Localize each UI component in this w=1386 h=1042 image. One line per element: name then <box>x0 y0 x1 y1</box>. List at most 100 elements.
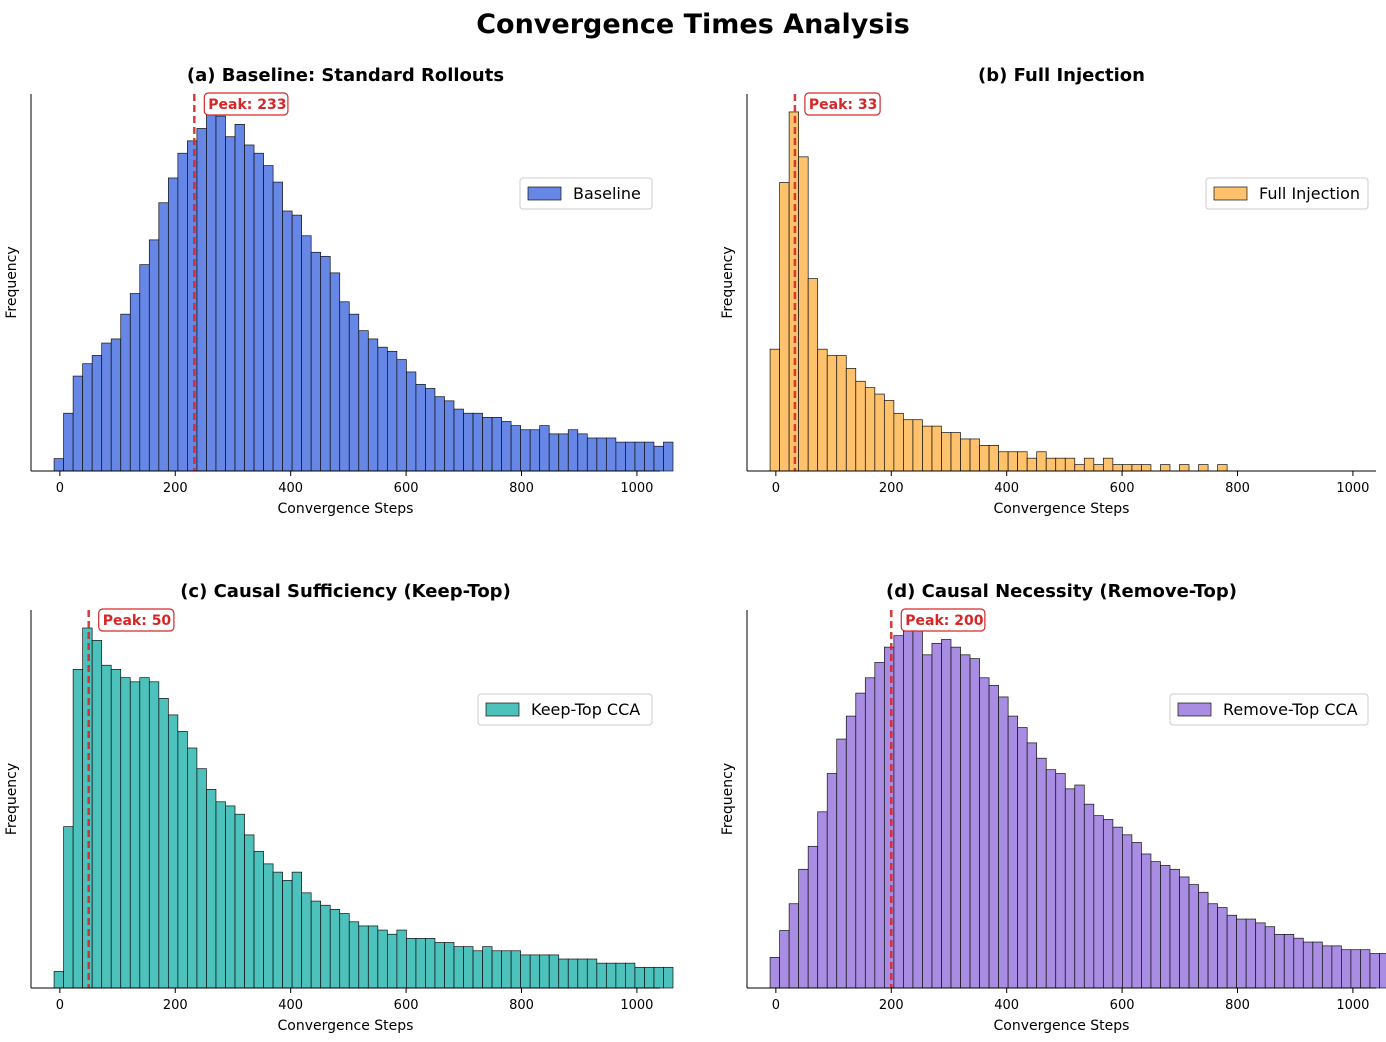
histogram-bar <box>577 958 588 989</box>
histogram-bar <box>510 425 521 472</box>
histogram-bar <box>396 929 407 989</box>
peak-annotation: Peak: 233 <box>208 97 286 113</box>
histogram-bar <box>491 417 502 472</box>
histogram-bar <box>634 966 645 989</box>
histogram-bar <box>434 942 445 989</box>
histogram-bar <box>1064 788 1076 989</box>
histogram-bar <box>931 425 942 472</box>
histogram-bar <box>425 388 436 472</box>
x-tick-label: 800 <box>509 998 534 1013</box>
histogram-bar <box>167 714 179 989</box>
histogram-bar <box>406 371 417 472</box>
histogram-bar <box>1236 918 1247 989</box>
histogram-bar <box>979 677 990 989</box>
panel-title: (a) Baseline: Standard Rollouts <box>187 65 504 86</box>
histogram-bar <box>912 419 923 472</box>
histogram-bar <box>1074 464 1085 472</box>
histogram-bar <box>310 900 322 989</box>
histogram-bar <box>167 177 179 472</box>
x-tick-label: 200 <box>163 481 188 496</box>
histogram-bar <box>196 768 207 989</box>
x-tick-label: 600 <box>1110 998 1135 1013</box>
x-tick-label: 1000 <box>1336 481 1369 496</box>
legend-swatch <box>1177 702 1212 717</box>
x-tick-label: 1000 <box>620 481 653 496</box>
histogram-bar <box>425 937 436 989</box>
histogram-bar <box>653 966 664 989</box>
chart-panel-2: 0 200 400 600 800 1000 (c) Causal Sufficiency … <box>4 581 674 1034</box>
legend-label: Keep-Top CCA <box>531 700 640 719</box>
histogram-bar <box>960 654 971 989</box>
histogram-bar <box>82 627 93 989</box>
legend-swatch <box>527 186 562 201</box>
histogram-bar <box>941 432 952 472</box>
chart-panel-3: 0 200 400 600 800 1000 (d) Causal Necessity (R… <box>720 581 1386 1034</box>
histogram-bar <box>1198 891 1209 989</box>
histogram-bar <box>539 954 550 989</box>
histogram-bar <box>291 214 302 472</box>
histogram-bar <box>1036 757 1047 989</box>
histogram-bar <box>148 239 160 472</box>
histogram-bar <box>788 903 800 989</box>
histogram-bar <box>893 412 904 472</box>
x-axis-label: Convergence Steps <box>278 501 414 517</box>
histogram-bar <box>225 805 236 989</box>
histogram-bar <box>864 677 876 989</box>
histogram-bar <box>520 954 531 989</box>
y-axis-label: Frequency <box>4 246 20 318</box>
histogram-bar <box>472 950 483 989</box>
histogram-bar <box>501 950 512 989</box>
x-axis-label: Convergence Steps <box>994 501 1130 517</box>
histogram-bar <box>558 958 569 989</box>
histogram-bar <box>1064 457 1076 472</box>
histogram-bar <box>291 871 302 989</box>
histogram-bar <box>120 677 131 989</box>
histogram-bar <box>1217 907 1228 989</box>
histogram-bar <box>53 458 64 472</box>
histogram-bar <box>903 419 914 472</box>
histogram-bar <box>1045 769 1057 989</box>
peak-annotation-box <box>203 92 289 116</box>
histogram-bar <box>1093 815 1104 989</box>
peak-annotation: Peak: 200 <box>905 613 983 629</box>
histogram-bar <box>234 813 245 989</box>
x-tick-label: 0 <box>56 481 64 496</box>
histogram-bar <box>1055 457 1066 472</box>
histogram-bar <box>263 863 274 989</box>
histogram-bar <box>644 966 655 989</box>
x-tick-label: 200 <box>879 998 904 1013</box>
histogram-bar <box>874 393 885 472</box>
histogram-bar <box>615 441 626 472</box>
x-tick-label: 600 <box>394 998 419 1013</box>
histogram-bar <box>883 400 895 472</box>
histogram-bar <box>367 338 379 472</box>
histogram-bar <box>1198 464 1209 472</box>
histogram-bar <box>463 412 474 472</box>
histogram-bar <box>874 662 885 989</box>
histogram-bar <box>348 313 360 472</box>
histogram-bar <box>444 942 455 989</box>
x-tick-label: 400 <box>278 998 303 1013</box>
histogram-bar <box>472 412 483 472</box>
histogram-bar <box>960 438 971 472</box>
histogram-bar <box>406 937 417 989</box>
histogram-bar <box>548 954 560 989</box>
legend-label: Baseline <box>573 184 641 203</box>
legend-box <box>477 693 653 726</box>
peak-annotation-box <box>900 608 986 632</box>
histogram-bar <box>367 925 379 989</box>
peak-annotation-box <box>804 92 881 116</box>
chart-panels: 0 200 400 600 800 1000 (a) Baseline: Standard … <box>4 65 1386 1034</box>
histogram-bar <box>453 946 464 989</box>
histogram-bar <box>129 293 141 472</box>
histogram-bar <box>1122 464 1133 472</box>
histogram-bar <box>807 845 819 989</box>
histogram-bar <box>798 156 809 472</box>
histogram-bar <box>110 669 122 989</box>
panel-title: (b) Full Injection <box>978 65 1145 86</box>
histogram-bar <box>1036 451 1047 472</box>
histogram-bar <box>358 330 369 472</box>
histogram-bar <box>53 971 64 989</box>
x-tick-label: 200 <box>879 481 904 496</box>
x-tick-label: 1000 <box>620 998 653 1013</box>
